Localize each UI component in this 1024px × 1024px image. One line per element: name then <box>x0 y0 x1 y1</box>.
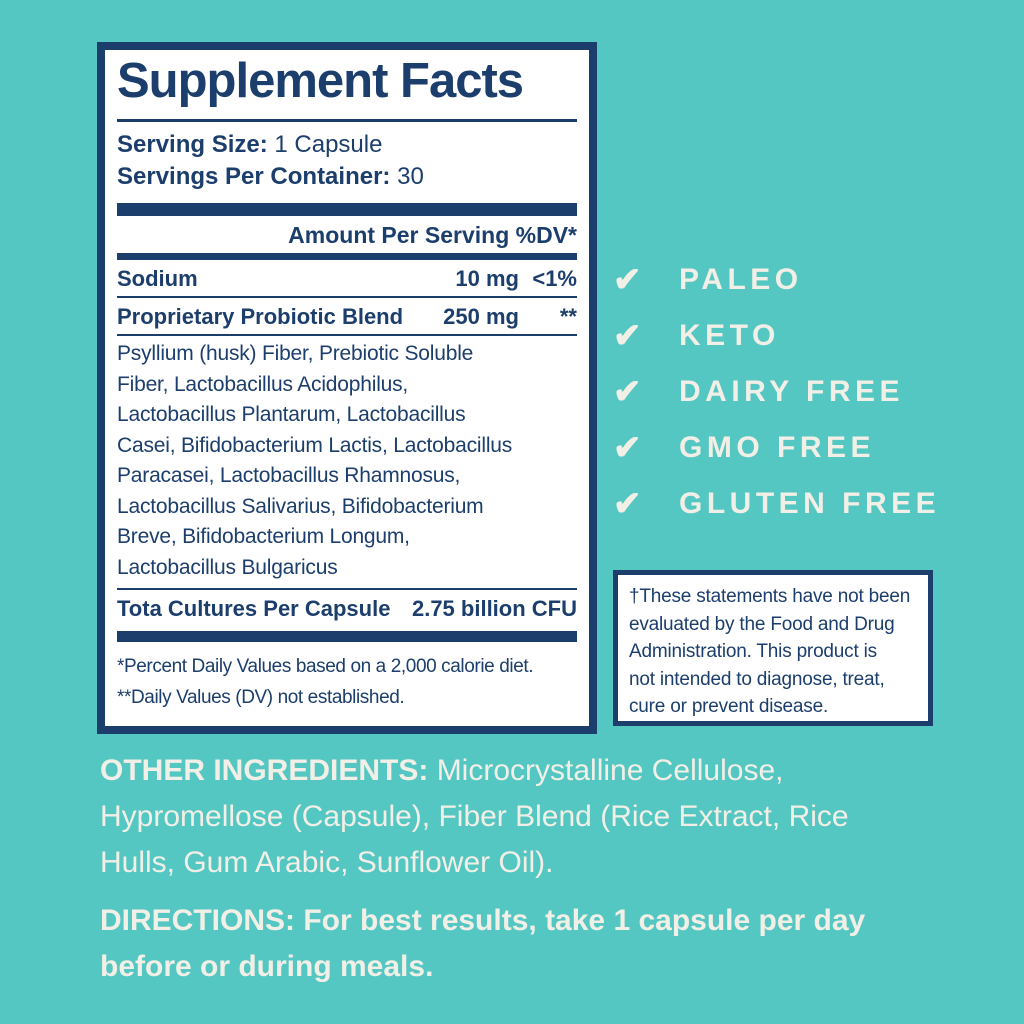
total-cultures-row: Tota Cultures Per Capsule 2.75 billion C… <box>117 590 577 627</box>
panel-footnotes: *Percent Daily Values based on a 2,000 c… <box>117 655 534 708</box>
nutrient-row-sodium: Sodium 10 mg <1% <box>117 260 577 298</box>
medium-separator-bar <box>117 252 577 260</box>
fda-disclaimer-box: †These statements have not been evaluate… <box>613 570 933 726</box>
nutrient-name: Sodium <box>117 265 198 291</box>
medium-separator-bar <box>117 630 577 642</box>
amount-per-serving-header: Amount Per Serving %DV* <box>288 221 577 248</box>
other-ingredients-text: Microcrystalline Cellulose, <box>428 754 784 787</box>
badge-item-gmo-free: ✔ GMO FREE <box>613 430 940 465</box>
badge-label: PALEO <box>679 262 803 296</box>
badge-list: ✔ PALEO ✔ KETO ✔ DAIRY FREE ✔ GMO FREE ✔… <box>613 262 940 521</box>
directions-section: DIRECTIONS: For best results, take 1 cap… <box>100 898 980 990</box>
badge-item-paleo: ✔ PALEO <box>613 262 940 297</box>
serving-size-row: Serving Size: 1 Capsule <box>117 129 577 161</box>
panel-title: Supplement Facts <box>117 56 577 122</box>
nutrient-row-probiotic-blend: Proprietary Probiotic Blend 250 mg ** <box>117 298 577 337</box>
check-icon: ✔ <box>613 316 642 355</box>
serving-size-label: Serving Size: <box>117 130 268 158</box>
servings-per-container-label: Servings Per Container: <box>117 162 391 190</box>
directions-line1: DIRECTIONS: For best results, take 1 cap… <box>100 898 980 944</box>
total-cultures-label: Tota Cultures Per Capsule <box>117 596 391 622</box>
other-ingredients-section: OTHER INGREDIENTS: Microcrystalline Cell… <box>100 748 980 886</box>
badge-item-keto: ✔ KETO <box>613 318 940 353</box>
nutrient-dv: <1% <box>532 265 577 291</box>
badge-item-gluten-free: ✔ GLUTEN FREE <box>613 486 940 521</box>
directions-text: For best results, take 1 capsule per day <box>295 904 866 937</box>
badge-label: GLUTEN FREE <box>679 486 941 520</box>
directions-text: before or during meals. <box>100 950 434 983</box>
check-icon: ✔ <box>613 260 642 299</box>
check-icon: ✔ <box>613 372 642 411</box>
directions-label: DIRECTIONS: <box>100 904 295 937</box>
servings-per-container-row: Servings Per Container: 30 <box>117 161 577 193</box>
badge-item-dairy-free: ✔ DAIRY FREE <box>613 374 940 409</box>
supplement-facts-panel: Supplement Facts Serving Size: 1 Capsule… <box>97 42 597 734</box>
nutrient-amount: 10 mg <box>455 265 519 291</box>
servings-per-container-value: 30 <box>390 162 424 190</box>
thick-separator-bar <box>117 202 577 216</box>
check-icon: ✔ <box>613 484 642 523</box>
badge-label: GMO FREE <box>679 430 876 464</box>
nutrient-amount: 250 mg <box>443 303 519 329</box>
other-ingredients-line1: OTHER INGREDIENTS: Microcrystalline Cell… <box>100 748 980 794</box>
other-ingredients-label: OTHER INGREDIENTS: <box>100 754 429 787</box>
check-icon: ✔ <box>613 428 642 467</box>
other-ingredients-text: Hypromellose (Capsule), Fiber Blend (Ric… <box>100 800 849 879</box>
badge-label: DAIRY FREE <box>679 374 905 408</box>
nutrient-dv: ** <box>559 303 577 329</box>
badge-label: KETO <box>679 318 780 352</box>
serving-size-value: 1 Capsule <box>267 130 383 158</box>
nutrient-name: Proprietary Probiotic Blend <box>117 303 404 329</box>
blend-ingredient-list: Psyllium (husk) Fiber, Prebiotic Soluble… <box>117 336 577 591</box>
total-cultures-value: 2.75 billion CFU <box>411 596 577 622</box>
